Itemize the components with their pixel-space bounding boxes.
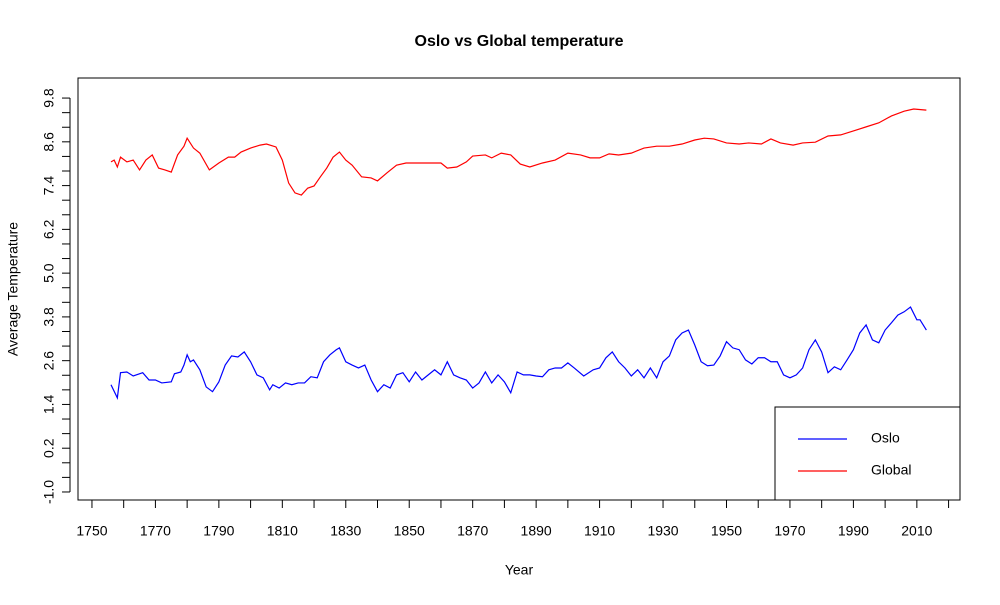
legend: Oslo Global (774, 406, 961, 501)
x-tick-label: 1850 (394, 523, 425, 539)
y-tick-label: 1.4 (41, 394, 57, 414)
x-tick-label: 1950 (711, 523, 742, 539)
y-tick-label: 2.6 (41, 351, 57, 371)
y-tick-label: 9.8 (41, 88, 57, 108)
x-tick-label: 2010 (901, 523, 932, 539)
x-tick-label: 1910 (584, 523, 615, 539)
x-tick-label: 1750 (76, 523, 107, 539)
y-tick-label: 8.6 (41, 132, 57, 152)
chart-title: Oslo vs Global temperature (415, 33, 624, 50)
x-tick-label: 1890 (521, 523, 552, 539)
x-tick-label: 1970 (774, 523, 805, 539)
y-tick-label: 5.0 (41, 263, 57, 283)
x-tick-label: 1990 (838, 523, 869, 539)
series-line (110, 306, 927, 400)
y-tick-label: -1.0 (41, 480, 57, 504)
y-tick-label: 0.2 (41, 438, 57, 458)
y-tick-label: 7.4 (41, 176, 57, 196)
x-tick-label: 1870 (457, 523, 488, 539)
x-tick-label: 1810 (267, 523, 298, 539)
legend-box (774, 406, 961, 501)
x-tick-label: 1790 (203, 523, 234, 539)
x-tick-label: 1930 (647, 523, 678, 539)
y-axis-label: Average Temperature (5, 222, 21, 356)
legend-label: Oslo (871, 430, 900, 446)
y-tick-label: 6.2 (41, 219, 57, 239)
series-line (110, 108, 927, 196)
legend-label: Global (871, 462, 911, 478)
x-axis-label: Year (505, 562, 534, 578)
y-tick-label: 3.8 (41, 307, 57, 327)
x-tick-label: 1830 (330, 523, 361, 539)
x-tick-label: 1770 (140, 523, 171, 539)
